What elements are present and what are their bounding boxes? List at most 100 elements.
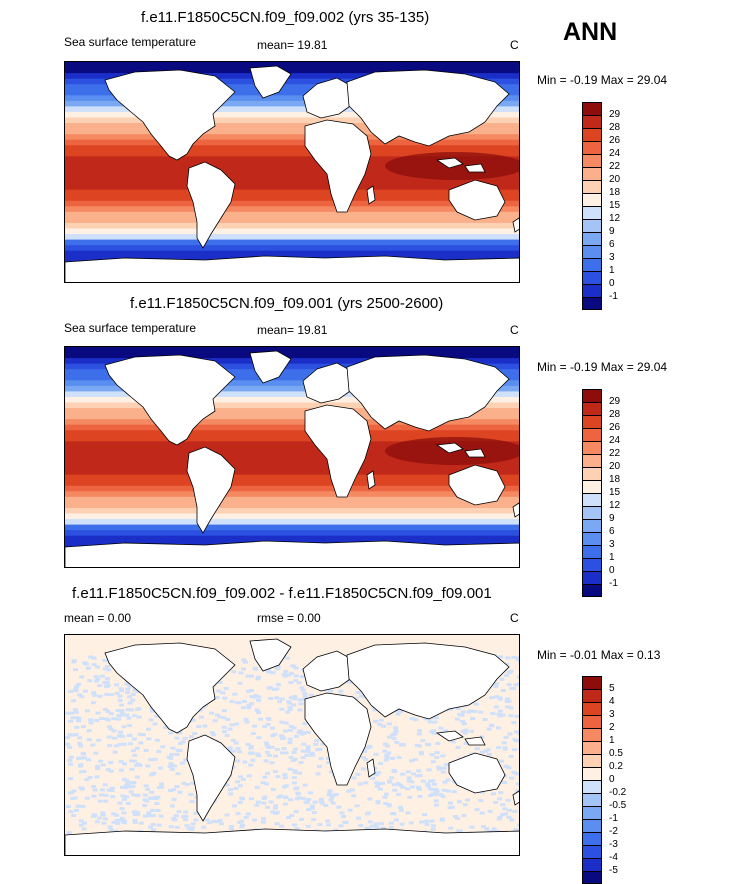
diff-speckle bbox=[363, 781, 368, 784]
sst-band bbox=[65, 502, 520, 508]
diff-speckle bbox=[273, 770, 278, 773]
colorbar-segment bbox=[582, 806, 602, 819]
diff-speckle bbox=[262, 725, 267, 728]
diff-speckle bbox=[430, 753, 435, 756]
panel3-rmse-label: rmse = 0.00 bbox=[257, 611, 321, 625]
diff-speckle bbox=[298, 698, 303, 701]
diff-speckle bbox=[249, 702, 254, 705]
diff-speckle bbox=[494, 705, 499, 708]
diff-speckle bbox=[95, 820, 100, 823]
diff-speckle bbox=[383, 796, 388, 799]
diff-speckle bbox=[367, 798, 372, 801]
colorbar-tick-label: 29 bbox=[609, 109, 620, 120]
colorbar-segment bbox=[582, 128, 602, 141]
diff-speckle bbox=[80, 805, 85, 808]
colorbar-tick-label: 18 bbox=[609, 187, 620, 198]
colorbar-segment bbox=[582, 154, 602, 167]
diff-speckle bbox=[236, 747, 241, 750]
diff-speckle bbox=[440, 754, 445, 757]
diff-speckle bbox=[113, 751, 118, 754]
colorbar-tick-label: -0.5 bbox=[609, 800, 626, 811]
diff-speckle bbox=[235, 780, 240, 783]
diff-speckle bbox=[103, 783, 108, 786]
diff-speckle bbox=[219, 822, 224, 825]
diff-speckle bbox=[303, 695, 308, 698]
colorbar-segment bbox=[582, 845, 602, 858]
diff-speckle bbox=[105, 665, 110, 668]
diff-speckle bbox=[505, 656, 510, 659]
diff-speckle bbox=[355, 804, 360, 807]
diff-speckle bbox=[440, 819, 445, 822]
diff-speckle bbox=[120, 807, 125, 810]
colorbar-tick-label: 0.5 bbox=[609, 748, 623, 759]
diff-speckle bbox=[504, 674, 509, 677]
diff-speckle bbox=[470, 717, 475, 720]
diff-speckle bbox=[265, 772, 270, 775]
colorbar-tick-label: 29 bbox=[609, 396, 620, 407]
colorbar-tick-label: 15 bbox=[609, 487, 620, 498]
diff-speckle bbox=[86, 667, 91, 670]
sst-band bbox=[65, 497, 520, 503]
diff-speckle bbox=[171, 817, 176, 820]
diff-speckle bbox=[302, 731, 307, 734]
diff-speckle bbox=[295, 797, 300, 800]
colorbar-segment bbox=[582, 519, 602, 532]
diff-speckle bbox=[229, 700, 234, 703]
diff-speckle bbox=[119, 735, 124, 738]
diff-speckle bbox=[119, 704, 124, 707]
diff-speckle bbox=[306, 825, 311, 828]
diff-speckle bbox=[519, 707, 520, 710]
diff-speckle bbox=[272, 688, 277, 691]
diff-speckle bbox=[145, 788, 150, 791]
diff-speckle bbox=[392, 789, 397, 792]
diff-speckle bbox=[262, 776, 267, 779]
diff-speckle bbox=[441, 771, 446, 774]
sst-band bbox=[65, 491, 520, 497]
diff-speckle bbox=[237, 750, 242, 753]
diff-speckle bbox=[74, 716, 79, 719]
diff-speckle bbox=[417, 729, 422, 732]
diff-speckle bbox=[456, 746, 461, 749]
colorbar-tick-label: 18 bbox=[609, 474, 620, 485]
diff-speckle bbox=[410, 717, 415, 720]
diff-speckle bbox=[505, 700, 510, 703]
diff-speckle bbox=[460, 720, 465, 723]
diff-speckle bbox=[424, 823, 429, 826]
diff-speckle bbox=[255, 786, 260, 789]
diff-speckle bbox=[455, 817, 460, 820]
diff-speckle bbox=[356, 773, 361, 776]
diff-speckle bbox=[71, 814, 76, 817]
diff-speckle bbox=[393, 726, 398, 729]
diff-speckle bbox=[497, 797, 502, 800]
colorbar-segment bbox=[582, 454, 602, 467]
diff-speckle bbox=[434, 716, 439, 719]
colorbar-segment bbox=[582, 754, 602, 767]
colorbar-segment bbox=[582, 767, 602, 780]
colorbar-tick-label: -1 bbox=[609, 813, 618, 824]
diff-speckle bbox=[79, 695, 84, 698]
diff-speckle bbox=[478, 711, 483, 714]
panel1-mean-label: mean= 19.81 bbox=[257, 38, 327, 52]
diff-speckle bbox=[275, 811, 280, 814]
colorbar-tick-label: 1 bbox=[609, 735, 615, 746]
diff-speckle bbox=[464, 729, 469, 732]
diff-speckle bbox=[73, 668, 78, 671]
diff-speckle bbox=[294, 810, 299, 813]
diff-speckle bbox=[196, 725, 201, 728]
sst-band bbox=[65, 514, 520, 520]
diff-speckle bbox=[246, 743, 251, 746]
diff-speckle bbox=[234, 723, 239, 726]
diff-speckle bbox=[426, 784, 431, 787]
colorbar-segment bbox=[582, 402, 602, 415]
colorbar-segment bbox=[582, 480, 602, 493]
diff-speckle bbox=[446, 790, 451, 793]
colorbar-segment bbox=[582, 141, 602, 154]
diff-speckle bbox=[394, 741, 399, 744]
diff-speckle bbox=[430, 779, 435, 782]
diff-speckle bbox=[389, 826, 394, 829]
diff-speckle bbox=[169, 753, 174, 756]
diff-speckle bbox=[131, 749, 136, 752]
diff-speckle bbox=[101, 764, 106, 767]
diff-speckle bbox=[469, 826, 474, 829]
colorbar-segment bbox=[582, 871, 602, 884]
